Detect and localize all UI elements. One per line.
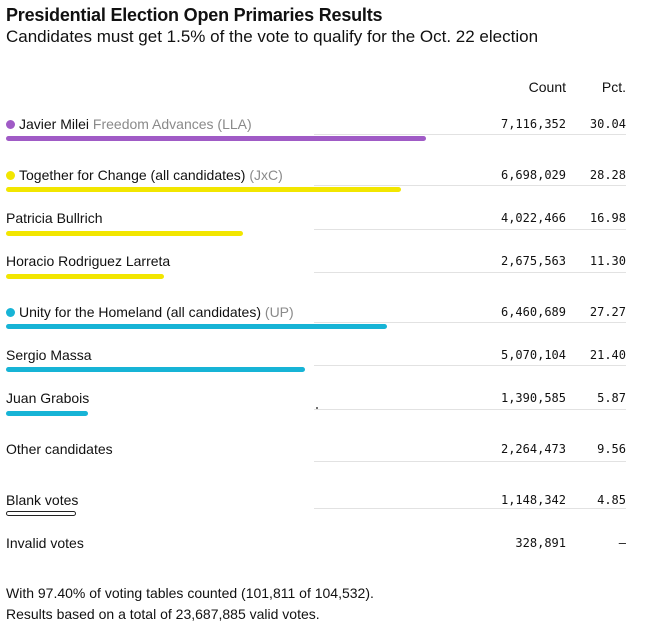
row-count: 6,698,029 — [500, 168, 566, 182]
row-label: Blank votes — [6, 492, 78, 508]
row-label: Sergio Massa — [6, 347, 92, 363]
stray-dot — [316, 407, 318, 409]
row-party: Freedom Advances (LLA) — [92, 116, 252, 132]
column-header-pct: Pct. — [601, 79, 626, 95]
row-pct: – — [618, 536, 626, 550]
row-divider — [314, 185, 626, 186]
row-label: Javier Milei Freedom Advances (LLA) — [6, 116, 252, 132]
row-name: Together for Change (all candidates) — [19, 167, 246, 183]
row-count: 6,460,689 — [500, 305, 566, 319]
column-header-count: Count — [528, 79, 566, 95]
row-name: Javier Milei — [19, 116, 90, 132]
row-pct: 5.87 — [597, 391, 626, 405]
row-party: (JxC) — [249, 167, 283, 183]
chart-title: Presidential Election Open Primaries Res… — [6, 5, 383, 25]
row-name: Horacio Rodriguez Larreta — [6, 253, 171, 269]
row-divider — [314, 272, 626, 273]
row-name: Invalid votes — [6, 535, 84, 551]
row-pct: 21.40 — [589, 348, 626, 362]
row-count: 328,891 — [515, 536, 566, 550]
row-pct: 9.56 — [597, 442, 626, 456]
data-bar — [6, 187, 401, 192]
row-pct: 30.04 — [589, 117, 626, 131]
data-bar — [6, 324, 387, 329]
row-label: Together for Change (all candidates) (Jx… — [6, 167, 283, 183]
row-label: Unity for the Homeland (all candidates) … — [6, 304, 294, 320]
footnote-tables-counted: With 97.40% of voting tables counted (10… — [6, 585, 374, 601]
row-pct: 28.28 — [589, 168, 626, 182]
row-name: Juan Grabois — [6, 390, 90, 406]
data-bar — [6, 136, 426, 141]
row-name: Sergio Massa — [6, 347, 92, 363]
row-divider — [314, 134, 626, 135]
row-pct: 27.27 — [589, 305, 626, 319]
data-bar — [6, 411, 88, 416]
legend-dot-icon — [6, 308, 15, 317]
row-count: 2,264,473 — [500, 442, 566, 456]
row-count: 5,070,104 — [500, 348, 566, 362]
row-name: Patricia Bullrich — [6, 210, 103, 226]
row-label: Other candidates — [6, 441, 113, 457]
data-bar — [6, 231, 243, 236]
row-count: 1,148,342 — [500, 493, 566, 507]
data-bar — [6, 367, 305, 372]
data-bar — [6, 274, 164, 279]
row-count: 4,022,466 — [500, 211, 566, 225]
row-name: Unity for the Homeland (all candidates) — [19, 304, 262, 320]
row-name: Blank votes — [6, 492, 79, 508]
data-bar-outline — [6, 511, 76, 516]
row-divider — [314, 409, 626, 410]
row-divider — [314, 508, 626, 509]
row-label: Invalid votes — [6, 535, 84, 551]
row-pct: 4.85 — [597, 493, 626, 507]
row-label: Horacio Rodriguez Larreta — [6, 253, 170, 269]
legend-dot-icon — [6, 120, 15, 129]
row-count: 1,390,585 — [500, 391, 566, 405]
row-count: 2,675,563 — [500, 254, 566, 268]
footnote-valid-votes: Results based on a total of 23,687,885 v… — [6, 606, 320, 622]
row-count: 7,116,352 — [500, 117, 566, 131]
row-pct: 16.98 — [589, 211, 626, 225]
row-divider — [314, 365, 626, 366]
row-divider — [314, 229, 626, 230]
legend-dot-icon — [6, 171, 15, 180]
row-party: (UP) — [264, 304, 294, 320]
row-name: Other candidates — [6, 441, 113, 457]
chart-subtitle: Candidates must get 1.5% of the vote to … — [6, 27, 539, 46]
row-pct: 11.30 — [589, 254, 626, 268]
row-label: Patricia Bullrich — [6, 210, 102, 226]
row-divider — [314, 461, 626, 462]
row-label: Juan Grabois — [6, 390, 89, 406]
row-divider — [314, 322, 626, 323]
